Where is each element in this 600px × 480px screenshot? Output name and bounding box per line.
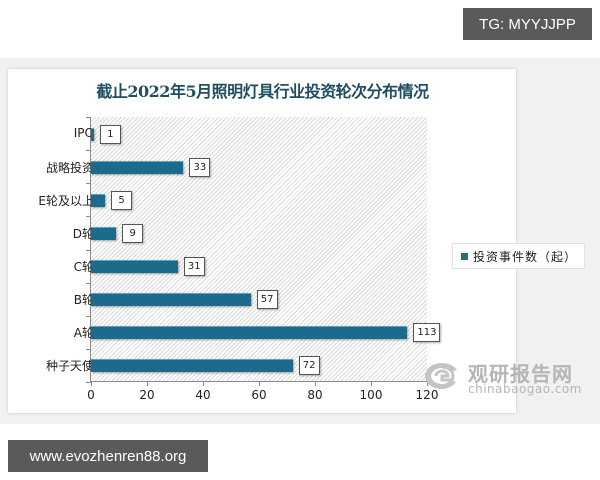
y-tick-mark xyxy=(86,315,91,317)
tg-badge: TG: MYYJJPP xyxy=(463,8,592,40)
x-tick-label: 0 xyxy=(87,388,95,402)
x-tick-mark xyxy=(427,381,428,386)
category-label: D轮 xyxy=(72,226,94,241)
data-label: 33 xyxy=(189,157,211,177)
x-tick-label: 60 xyxy=(251,388,267,402)
category-label: 种子天使 xyxy=(45,359,94,374)
chinabaogao-logo-icon xyxy=(425,363,457,389)
y-tick-mark xyxy=(86,249,91,251)
x-tick-mark xyxy=(371,381,372,386)
data-label: 9 xyxy=(122,223,144,243)
legend: 投资事件数（起） xyxy=(452,243,585,269)
x-tick-label: 20 xyxy=(139,388,155,402)
watermark-en: chinabaogao.com xyxy=(468,382,582,396)
y-tick-mark xyxy=(86,117,91,118)
data-label: 1 xyxy=(99,124,121,144)
y-tick-mark xyxy=(86,150,91,152)
watermark-cn: 观研报告网 xyxy=(468,362,573,386)
category-label: 战略投资 xyxy=(45,160,94,175)
category-label: IPO xyxy=(73,125,94,140)
x-tick-mark xyxy=(203,381,204,386)
legend-label: 投资事件数（起） xyxy=(473,249,578,264)
data-label: 113 xyxy=(413,323,441,343)
x-tick-mark xyxy=(259,381,260,386)
x-tick-label: 120 xyxy=(415,388,439,402)
x-tick-mark xyxy=(91,381,92,386)
bar xyxy=(91,359,293,373)
category-label: B轮 xyxy=(73,293,94,308)
category-label: C轮 xyxy=(73,260,94,275)
y-tick-mark xyxy=(86,183,91,185)
category-label: A轮 xyxy=(73,326,94,341)
x-tick-mark xyxy=(147,381,148,386)
y-tick-mark xyxy=(86,348,91,350)
bar xyxy=(91,293,251,307)
x-tick-label: 40 xyxy=(195,388,211,402)
bar xyxy=(91,226,117,240)
bar xyxy=(91,160,184,174)
x-tick-mark xyxy=(315,381,316,386)
category-label: E轮及以上 xyxy=(38,193,94,208)
x-tick-label: 100 xyxy=(359,388,383,402)
y-tick-mark xyxy=(86,216,91,218)
bar xyxy=(91,326,408,340)
watermark: 观研报告网 chinabaogao.com xyxy=(418,356,588,400)
data-label: 5 xyxy=(111,190,132,210)
x-axis xyxy=(90,381,427,382)
data-label: 31 xyxy=(183,257,205,277)
bar xyxy=(91,127,94,141)
data-label: 72 xyxy=(298,356,320,376)
data-label: 57 xyxy=(256,290,278,310)
y-tick-mark xyxy=(86,282,91,284)
y-tick-mark xyxy=(86,382,91,383)
chart-title: 截止2022年5月照明灯具行业投资轮次分布情况 xyxy=(96,82,429,101)
bar xyxy=(91,260,178,274)
bar xyxy=(91,193,105,207)
legend-swatch xyxy=(461,252,468,260)
plot-area xyxy=(91,117,427,382)
x-tick-label: 80 xyxy=(307,388,323,402)
site-badge: www.evozhenren88.org xyxy=(8,440,208,472)
